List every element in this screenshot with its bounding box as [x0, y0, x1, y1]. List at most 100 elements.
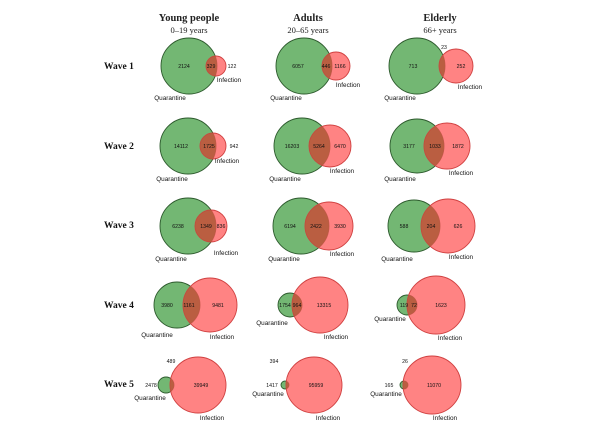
overlap-value: 72: [411, 303, 417, 309]
infection-set-label: Infection: [449, 254, 474, 261]
overlap-value: 1161: [183, 303, 194, 309]
overlap-value: 329: [207, 64, 216, 70]
infection-only-value: 942: [230, 144, 239, 150]
infection-only-value: 13315: [317, 303, 332, 309]
row-label-wave-1: Wave 1: [104, 62, 134, 72]
overlap-value: 489: [167, 359, 176, 365]
overlap-region: [421, 200, 440, 252]
infection-set-label: Infection: [324, 334, 349, 341]
venn-panel: 1417 394 95959 Quarantine Infection: [252, 356, 343, 422]
venn-panel: 3980 1161 9481 Quarantine Infection: [141, 277, 238, 341]
quarantine-set-label: Quarantine: [141, 332, 173, 339]
infection-set-label: Infection: [200, 415, 225, 422]
infection-set-label: Infection: [210, 334, 235, 341]
venn-panel: 6238 1349 836 Quarantine Infection: [155, 197, 239, 263]
venn-panel: 6057 446 1166 Quarantine Infection: [270, 37, 361, 102]
overlap-value: 1033: [429, 144, 441, 150]
overlap-value: 204: [427, 224, 436, 230]
venn-panel: 588 204 626 Quarantine Infection: [381, 198, 476, 263]
quarantine-set-label: Quarantine: [270, 95, 302, 102]
quarantine-set-label: Quarantine: [134, 395, 166, 402]
quarantine-only-value: 6238: [172, 224, 184, 230]
infection-only-value: 6470: [334, 144, 346, 150]
overlap-region: [305, 202, 329, 250]
column-title: Young people: [158, 13, 220, 24]
overlap-value: 394: [270, 359, 279, 365]
quarantine-only-value: 6194: [284, 224, 296, 230]
infection-only-value: 9481: [212, 303, 224, 309]
venn-panel: 3177 1033 1872 Quarantine Infection: [384, 118, 474, 183]
venn-panel: 2478 489 39949 Quarantine Infection: [134, 356, 227, 422]
infection-only-value: 3930: [334, 224, 346, 230]
overlap-value: 2422: [310, 224, 322, 230]
quarantine-set-label: Quarantine: [374, 316, 406, 323]
infection-only-value: 95959: [309, 383, 324, 389]
overlap-value: 964: [293, 303, 302, 309]
quarantine-only-value: 2478: [145, 383, 157, 389]
quarantine-set-label: Quarantine: [384, 95, 416, 102]
infection-set-label: Infection: [316, 415, 341, 422]
overlap-region: [206, 56, 217, 76]
column-subtitle: 0–19 years: [170, 25, 208, 35]
infection-set-label: Infection: [217, 77, 242, 84]
quarantine-set-label: Quarantine: [370, 391, 402, 398]
venn-panel: 1754 964 13315 Quarantine Infection: [256, 276, 349, 341]
infection-set-label: Infection: [214, 250, 239, 257]
column-title: Elderly: [423, 13, 457, 24]
quarantine-only-value: 14112: [174, 144, 188, 150]
quarantine-only-value: 6057: [292, 64, 304, 70]
venn-panel: 6194 2422 3930 Quarantine Infection: [268, 197, 355, 263]
infection-set-label: Infection: [336, 82, 361, 89]
infection-set-label: Infection: [330, 251, 355, 258]
row-label-wave-4: Wave 4: [104, 301, 134, 311]
column-subtitle: 20–65 years: [287, 25, 329, 35]
infection-set-label: Infection: [215, 158, 240, 165]
column-header-young-people: Young people 0–19 years: [119, 12, 259, 36]
quarantine-set-label: Quarantine: [381, 256, 413, 263]
quarantine-set-label: Quarantine: [154, 95, 186, 102]
quarantine-only-value: 3980: [161, 303, 173, 309]
infection-only-value: 1872: [452, 144, 464, 150]
quarantine-only-value: 713: [409, 64, 418, 70]
infection-only-value: 1623: [435, 303, 447, 309]
infection-set-label: Infection: [330, 168, 355, 175]
quarantine-set-label: Quarantine: [384, 176, 416, 183]
infection-only-value: 836: [217, 224, 226, 230]
venn-panel: 713 23 252 Quarantine Infection: [384, 37, 483, 102]
infection-only-value: 252: [457, 64, 466, 70]
quarantine-only-value: 2124: [178, 64, 190, 70]
quarantine-only-value: 16203: [285, 144, 300, 150]
venn-panel: 2124 329 122 Quarantine Infection: [154, 37, 242, 102]
column-header-elderly: Elderly 66+ years: [370, 12, 510, 36]
quarantine-set-label: Quarantine: [155, 256, 187, 263]
infection-only-value: 626: [454, 224, 463, 230]
infection-only-value: 1166: [334, 64, 345, 70]
quarantine-set-label: Quarantine: [252, 391, 284, 398]
venn-panel: 119 72 1623 Quarantine Infection: [374, 275, 466, 342]
infection-only-value: 39949: [194, 383, 209, 389]
overlap-value: 1349: [200, 224, 212, 230]
row-label-wave-5: Wave 5: [104, 380, 134, 390]
overlap-region: [200, 133, 216, 159]
quarantine-only-value: 119: [400, 303, 408, 309]
infection-set-label: Infection: [458, 84, 483, 91]
column-title: Adults: [293, 13, 323, 24]
overlap-value: 5264: [313, 144, 325, 150]
quarantine-set-label: Quarantine: [256, 320, 288, 327]
quarantine-only-value: 165: [385, 383, 394, 389]
infection-set-label: Infection: [433, 415, 458, 422]
overlap-value: 1725: [203, 144, 215, 150]
column-subtitle: 66+ years: [423, 25, 457, 35]
row-label-wave-2: Wave 2: [104, 142, 134, 152]
venn-panel: 14112 1725 942 Quarantine Infection: [156, 117, 240, 183]
infection-only-value: 122: [228, 64, 237, 70]
quarantine-set-label: Quarantine: [269, 176, 301, 183]
infection-set-label: Infection: [449, 170, 474, 177]
overlap-region: [309, 125, 330, 167]
column-header-adults: Adults 20–65 years: [238, 12, 378, 36]
quarantine-only-value: 588: [400, 224, 409, 230]
quarantine-only-value: 1754: [279, 303, 291, 309]
venn-panel: 165 26 11070 Quarantine Infection: [370, 355, 462, 422]
overlap-value: 26: [402, 359, 408, 365]
overlap-region: [322, 52, 332, 80]
